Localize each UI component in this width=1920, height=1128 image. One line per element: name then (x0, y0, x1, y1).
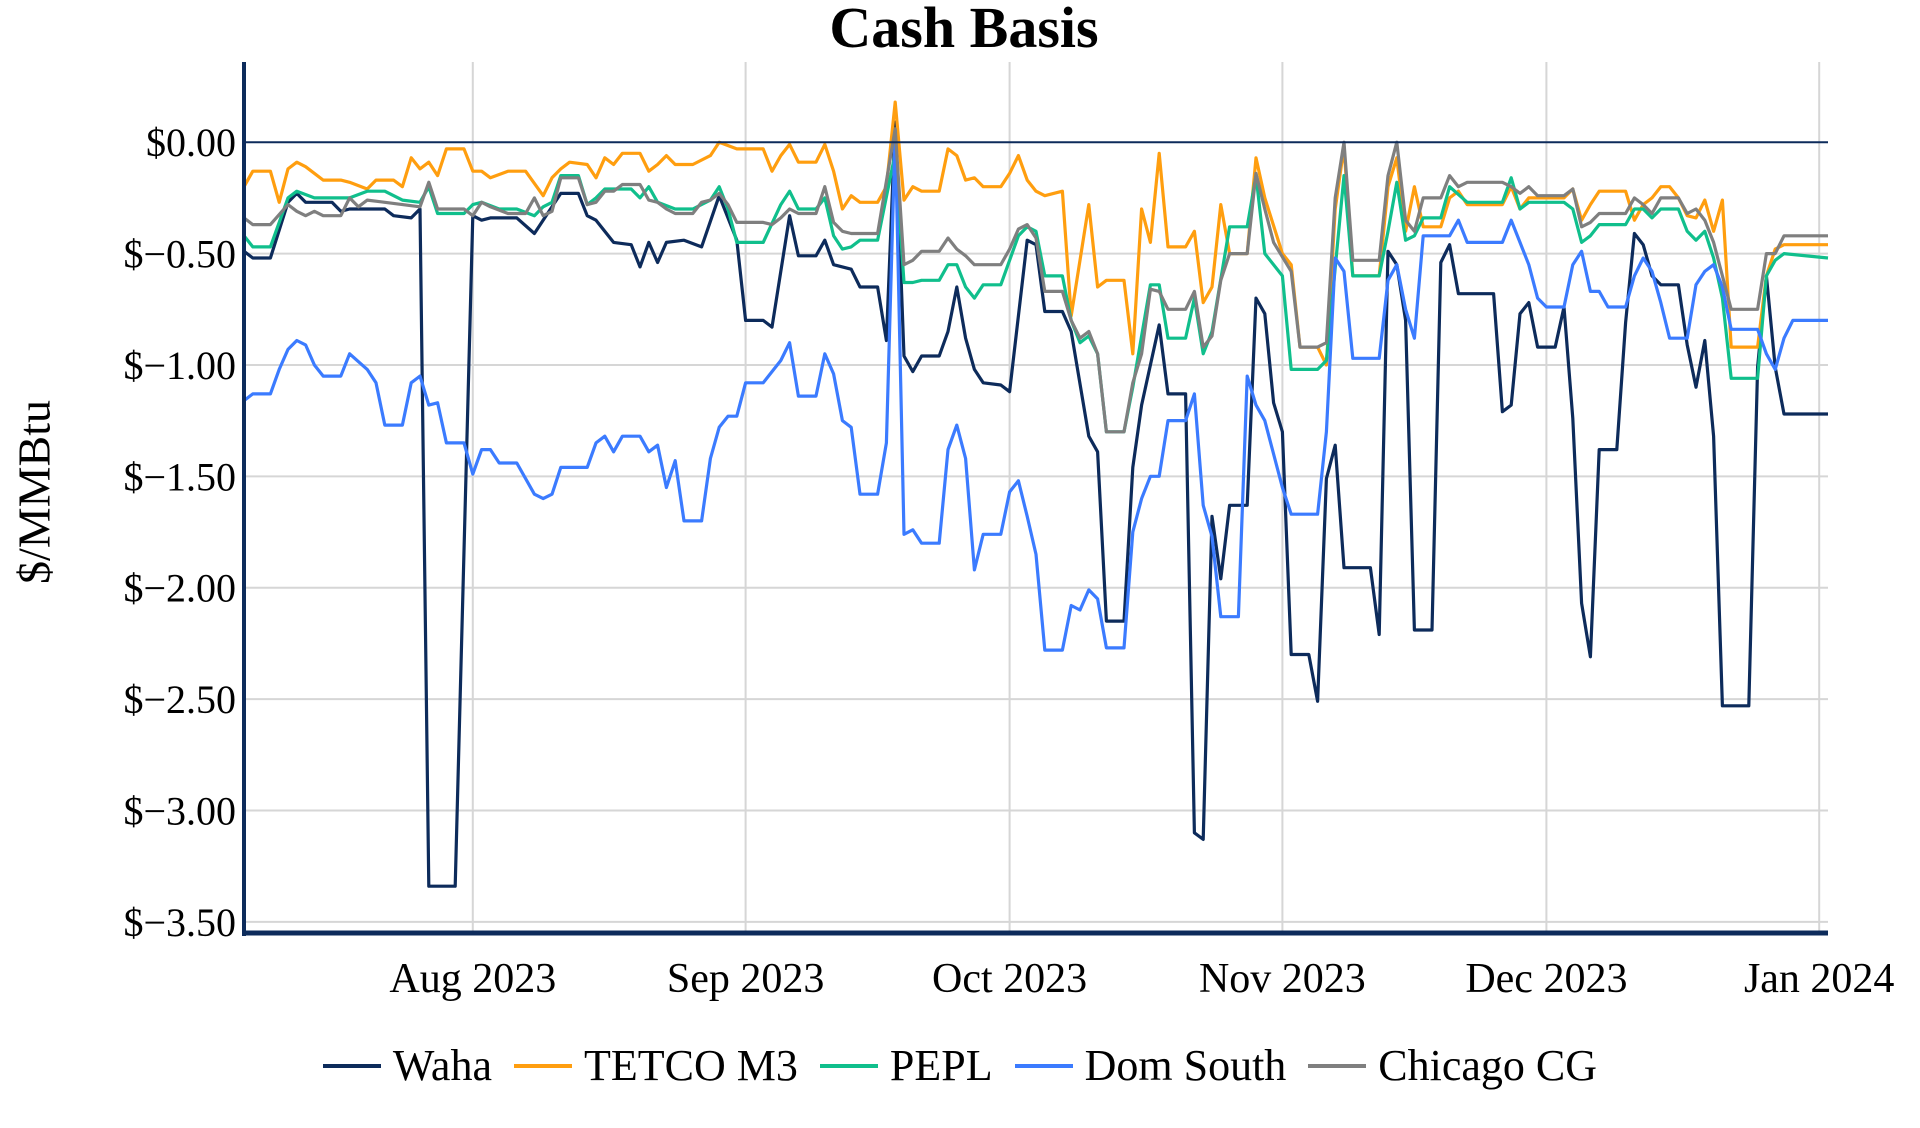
series-line-waha (243, 120, 1828, 888)
y-tick-label: $−2.50 (123, 677, 236, 722)
legend-swatch (322, 1063, 381, 1068)
series-line-chicago-cg (243, 127, 1828, 434)
legend-item-chicago-cg[interactable]: Chicago CG (1308, 1040, 1597, 1091)
series-lines (242, 100, 1829, 888)
y-tick-label: $−2.00 (123, 566, 236, 611)
legend-item-dom-south[interactable]: Dom South (1014, 1040, 1287, 1091)
series-line-pepl (242, 151, 1829, 434)
y-tick-label: $−1.00 (123, 343, 236, 388)
legend-label: PEPL (889, 1041, 993, 1090)
chart-title: Cash Basis (829, 0, 1099, 60)
series-line-tetco-m3 (242, 100, 1828, 367)
x-tick-label: Oct 2023 (932, 956, 1087, 1002)
legend-swatch (819, 1063, 878, 1068)
legend-label: Chicago CG (1378, 1041, 1598, 1090)
x-tick-label: Nov 2023 (1199, 956, 1366, 1002)
x-tick-label: Aug 2023 (389, 956, 556, 1002)
tick-labels: $0.00 $−0.50 $−1.00 $−1.50 $−2.00 $−2.50 $−3.0… (123, 120, 1894, 1002)
x-tick-label: Sep 2023 (667, 956, 825, 1002)
y-tick-label: $−1.50 (123, 454, 236, 499)
legend-label: Dom South (1084, 1041, 1287, 1090)
x-tick-label: Jan 2024 (1744, 956, 1895, 1002)
axes (242, 62, 1828, 936)
legend: Waha TETCO M3 PEPL Dom South Chicago CG (0, 1040, 1920, 1091)
legend-swatch (1308, 1063, 1367, 1068)
legend-item-pepl[interactable]: PEPL (819, 1040, 993, 1091)
y-tick-label: $−3.00 (123, 788, 236, 833)
series-line-dom-south (243, 129, 1828, 652)
y-tick-label: $−0.50 (123, 232, 236, 277)
legend-swatch (1014, 1063, 1073, 1068)
legend-item-tetco-m3[interactable]: TETCO M3 (514, 1040, 798, 1091)
y-tick-label: $−3.50 (123, 900, 236, 945)
y-tick-label: $0.00 (146, 120, 236, 165)
legend-item-waha[interactable]: Waha (322, 1040, 492, 1091)
legend-label: Waha (392, 1041, 492, 1090)
legend-label: TETCO M3 (584, 1041, 798, 1090)
legend-swatch (514, 1063, 572, 1068)
x-tick-label: Dec 2023 (1465, 956, 1627, 1002)
